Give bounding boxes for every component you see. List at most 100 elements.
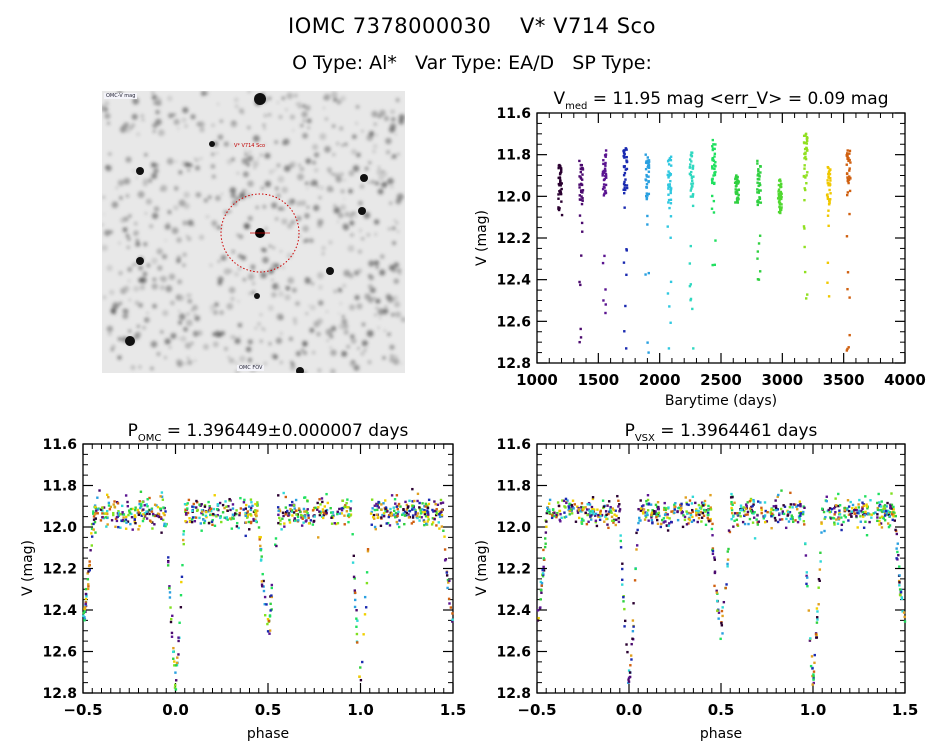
phase-point (265, 603, 268, 606)
phase-point (108, 508, 112, 511)
lightcurve-point (559, 192, 563, 196)
phase-point (201, 510, 204, 513)
phase-point (830, 507, 834, 511)
phase-point (84, 597, 88, 601)
phase-point (755, 518, 758, 521)
phase-point (664, 508, 667, 512)
phase-point (232, 517, 235, 520)
phase-point (663, 506, 666, 510)
phase-point (642, 504, 645, 507)
lightcurve-point (826, 281, 829, 284)
phase-point (748, 507, 752, 510)
x-tick-label: 0.0 (162, 701, 189, 719)
phase-point (136, 508, 140, 512)
lightcurve-point (757, 184, 760, 188)
phase-point (292, 504, 296, 507)
phase-point (892, 505, 895, 509)
phase-point (580, 502, 584, 505)
lightcurve-point (826, 193, 829, 196)
lightcurve-title-main: V (553, 89, 565, 109)
lightcurve-point (689, 298, 692, 302)
phase-point (898, 565, 901, 568)
phase-point (709, 517, 712, 521)
phase-point (862, 526, 866, 529)
phase-point (376, 508, 379, 512)
phase-point (567, 505, 570, 508)
lightcurve-ylabel: V (mag) (474, 210, 490, 266)
phase-point (676, 518, 680, 522)
lightcurve-point (689, 283, 693, 286)
lightcurve-point (713, 147, 716, 151)
lightcurve-point (647, 192, 651, 196)
phase-point (726, 558, 730, 561)
phase-omc-xlabel: phase (247, 726, 289, 742)
lightcurve-point (713, 173, 717, 177)
phase-point (260, 584, 264, 588)
field-star (254, 293, 260, 299)
lightcurve-point (688, 158, 692, 161)
phase-point (772, 508, 775, 512)
phase-point (377, 516, 380, 519)
phase-point (618, 503, 621, 506)
phase-point (321, 516, 325, 520)
phase-point (411, 516, 415, 519)
lightcurve-point (622, 151, 626, 155)
phase-point (751, 504, 754, 508)
phase-point (576, 511, 580, 514)
phase-point (402, 512, 405, 515)
phase-point (562, 499, 566, 503)
phase-point (223, 516, 226, 519)
phase-point (815, 636, 818, 639)
phase-point (140, 514, 143, 517)
phase-point (392, 513, 396, 516)
phase-point (322, 513, 325, 517)
lightcurve-point (644, 179, 648, 182)
phase-point (802, 510, 805, 514)
phase-point (778, 512, 781, 515)
phase-point (725, 583, 728, 586)
phase-point (567, 508, 570, 512)
lightcurve-point (803, 187, 806, 190)
phase-point (736, 512, 739, 515)
lightcurve-panel: Vmed = 11.95 mag <err_V> = 0.09 mag Bary… (474, 89, 926, 409)
lightcurve-point (604, 149, 608, 152)
phase-point (546, 506, 549, 510)
phase-point (129, 522, 132, 526)
phase-point (680, 502, 683, 506)
phase-omc-title: POMC = 1.396449±0.000007 days (128, 421, 409, 444)
phase-point (618, 510, 621, 513)
phase-point (314, 506, 317, 509)
lightcurve-point (845, 349, 849, 352)
phase-point (87, 564, 91, 568)
phase-point (396, 512, 399, 516)
phase-point (408, 499, 411, 502)
phase-point (294, 498, 298, 502)
phase-point (401, 513, 404, 517)
phase-point (720, 624, 724, 627)
phase-point (619, 546, 623, 549)
phase-point (889, 504, 892, 508)
phase-point (622, 595, 625, 599)
phase-point (658, 514, 661, 518)
phase-point (291, 514, 294, 517)
lightcurve-point (710, 194, 714, 198)
finding-chart-image: OMC-V mag V* V714 Sco OMC FOV (102, 91, 405, 373)
phase-point (251, 504, 254, 508)
phase-point (84, 587, 88, 591)
phase-point (84, 592, 88, 596)
lightcurve-point (688, 165, 692, 169)
phase-point (304, 516, 307, 519)
phase-point (323, 505, 326, 508)
phase-point (702, 502, 705, 505)
phase-point (311, 523, 315, 526)
lightcurve-point (579, 190, 583, 194)
lightcurve-point (757, 242, 761, 245)
lightcurve-point (737, 193, 740, 197)
phase-point (270, 595, 274, 599)
phase-point (690, 502, 694, 505)
lightcurve-point (828, 183, 832, 186)
phase-point (224, 500, 227, 503)
lightcurve-point (846, 347, 849, 351)
phase-point (88, 569, 91, 572)
phase-point (152, 514, 155, 517)
